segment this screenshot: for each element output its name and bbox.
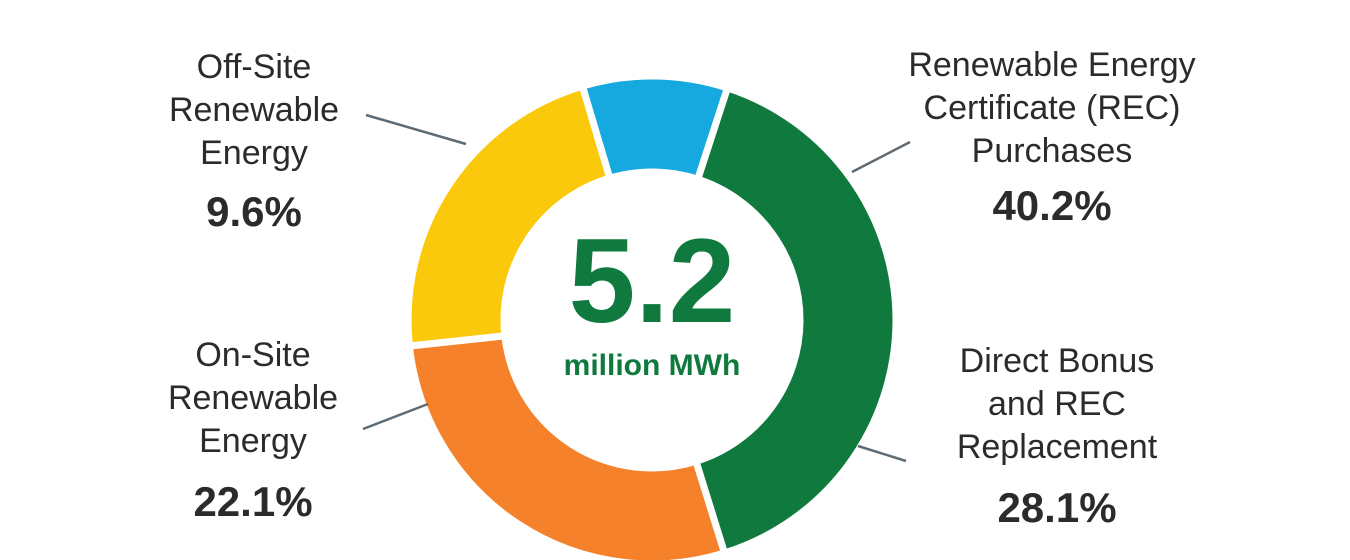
leader-line-2 <box>362 402 429 431</box>
slice-value-0: 40.2% <box>992 182 1111 229</box>
donut-slices <box>404 72 900 560</box>
leader-lines <box>362 113 911 463</box>
leader-line-1 <box>857 444 907 463</box>
slice-label-line: Off-Site <box>197 48 312 86</box>
donut-slice-3 <box>578 72 732 184</box>
slice-label-1: Direct Bonus and REC Replacement <box>957 342 1158 466</box>
slice-label-line: Purchases <box>972 132 1133 170</box>
slice-label-line: Energy <box>199 422 307 460</box>
slice-label-line: Renewable <box>168 379 338 417</box>
slice-label-line: Certificate (REC) <box>924 89 1181 127</box>
slice-value-3: 9.6% <box>206 188 302 235</box>
slice-label-3: Off-Site Renewable Energy <box>169 48 339 172</box>
donut-slice-1 <box>405 331 729 560</box>
slice-label-line: Renewable Energy <box>908 46 1195 84</box>
slice-label-line: On-Site <box>195 336 310 374</box>
slice-value-2: 22.1% <box>193 478 312 525</box>
donut-slice-0 <box>691 83 900 558</box>
slice-value-1: 28.1% <box>997 484 1116 531</box>
center-total-value: 5.2 <box>569 214 736 348</box>
slice-label-line: and REC <box>988 385 1126 423</box>
slice-label-line: Replacement <box>957 428 1158 466</box>
slice-label-line: Direct Bonus <box>960 342 1155 380</box>
slice-label-2: On-Site Renewable Energy <box>168 336 338 460</box>
donut-slice-2 <box>404 81 615 350</box>
slice-label-line: Energy <box>200 134 308 172</box>
slice-label-0: Renewable Energy Certificate (REC) Purchas… <box>908 46 1195 170</box>
leader-line-3 <box>365 113 467 146</box>
slice-label-line: Renewable <box>169 91 339 129</box>
slice-labels: Renewable Energy Certificate (REC) Purchas… <box>168 46 1196 531</box>
center-total-unit: million MWh <box>564 349 741 382</box>
leader-line-0 <box>851 140 911 174</box>
